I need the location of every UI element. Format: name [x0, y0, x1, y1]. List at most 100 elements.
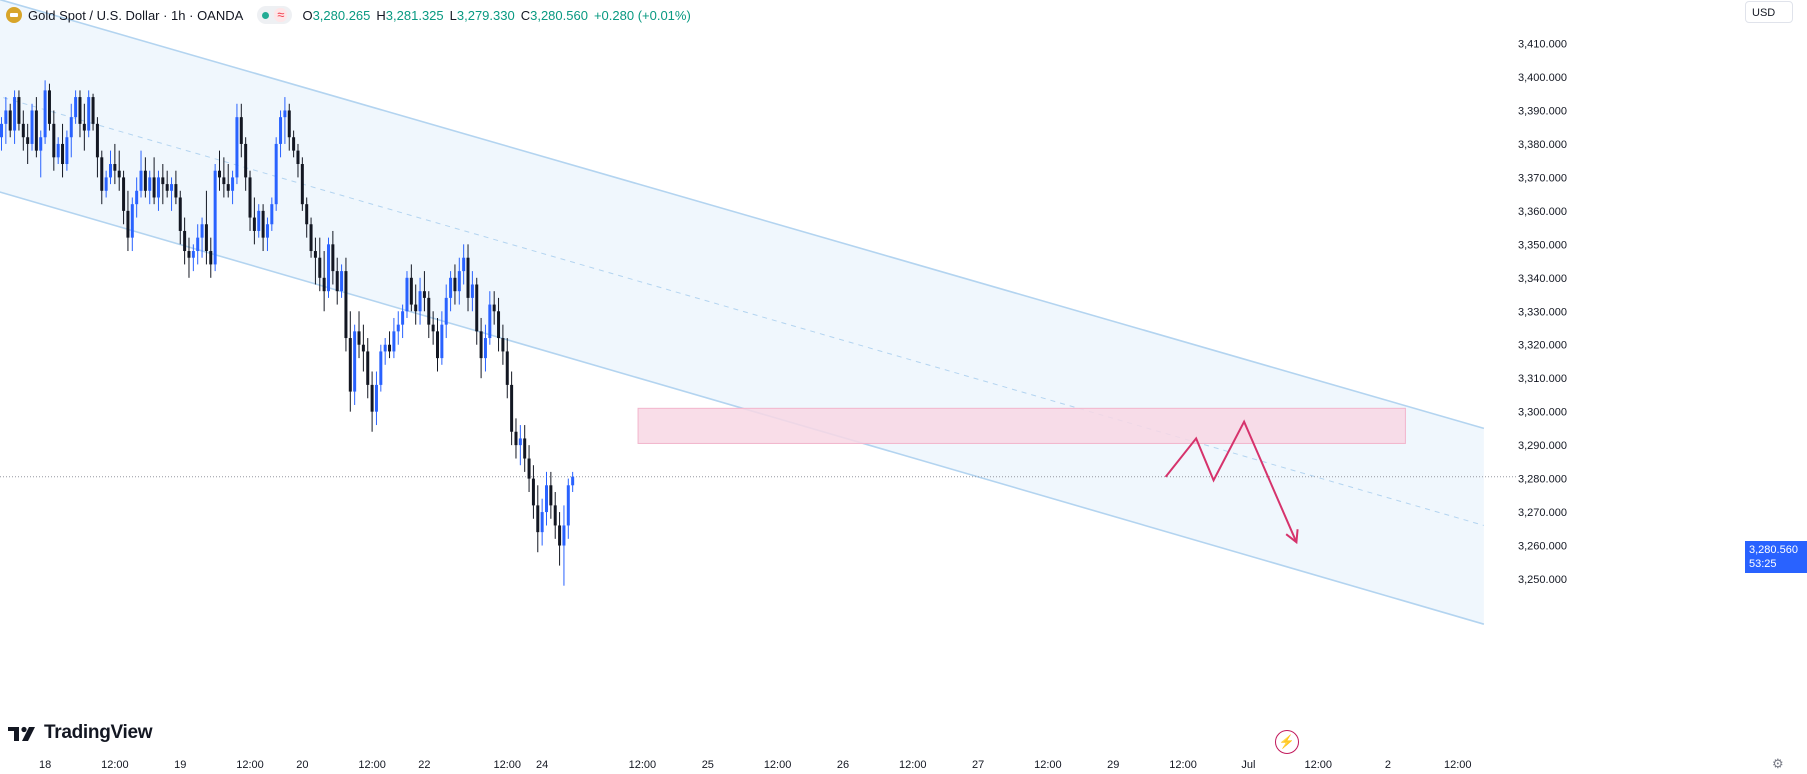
candle-body[interactable] — [344, 271, 348, 339]
candle-body[interactable] — [545, 485, 548, 513]
candle-body[interactable] — [366, 351, 370, 385]
candle-body[interactable] — [183, 230, 187, 252]
candle-body[interactable] — [235, 117, 239, 178]
candle-body[interactable] — [130, 204, 134, 238]
candle-body[interactable] — [274, 143, 278, 205]
candle-body[interactable] — [82, 123, 86, 131]
candle-body[interactable] — [418, 291, 422, 312]
candle-body[interactable] — [74, 97, 78, 118]
resistance-zone[interactable] — [637, 407, 1406, 444]
candle-body[interactable] — [370, 384, 374, 412]
candle-body[interactable] — [17, 97, 21, 124]
candle-body[interactable] — [540, 512, 544, 533]
candle-body[interactable] — [187, 251, 191, 258]
candle-body[interactable] — [148, 177, 152, 191]
candle-body[interactable] — [43, 90, 47, 138]
candle-body[interactable] — [165, 184, 169, 191]
candle-body[interactable] — [518, 438, 522, 446]
candle-body[interactable] — [239, 117, 243, 144]
status-pill[interactable]: ≈ — [257, 6, 293, 24]
channel-mid-line[interactable] — [0, 92, 1485, 526]
candle-body[interactable] — [497, 311, 501, 339]
candle-body[interactable] — [488, 304, 492, 339]
candle-body[interactable] — [431, 324, 435, 332]
candle-body[interactable] — [26, 137, 30, 144]
candle-body[interactable] — [100, 157, 104, 191]
candle-body[interactable] — [322, 277, 326, 292]
candle-body[interactable] — [309, 224, 313, 252]
candle-body[interactable] — [178, 197, 182, 231]
candle-body[interactable] — [501, 338, 505, 352]
candle-body[interactable] — [405, 277, 409, 312]
candle-body[interactable] — [91, 97, 95, 124]
candle-body[interactable] — [470, 284, 474, 298]
candle-body[interactable] — [56, 143, 60, 158]
candle-body[interactable] — [279, 117, 283, 144]
candle-body[interactable] — [39, 137, 43, 151]
candle-body[interactable] — [213, 170, 217, 265]
candle-body[interactable] — [462, 257, 466, 272]
channel-upper-line[interactable] — [0, 0, 1485, 430]
candle-body[interactable] — [265, 224, 269, 238]
lightning-icon[interactable]: ⚡ — [1275, 730, 1299, 754]
tradingview-logo[interactable]: TradingView — [8, 722, 153, 744]
candle-body[interactable] — [21, 123, 25, 138]
candle-body[interactable] — [392, 331, 396, 352]
candle-body[interactable] — [514, 431, 518, 446]
candle-body[interactable] — [218, 170, 221, 178]
candle-body[interactable] — [126, 210, 130, 238]
candle-body[interactable] — [52, 123, 56, 158]
candle-body[interactable] — [152, 177, 156, 198]
currency-selector[interactable]: USD — [1745, 1, 1793, 23]
candle-body[interactable] — [292, 137, 296, 151]
candle-body[interactable] — [95, 123, 99, 158]
candle-body[interactable] — [257, 210, 261, 231]
candle-body[interactable] — [379, 351, 383, 385]
candle-body[interactable] — [135, 190, 139, 205]
candle-body[interactable] — [161, 177, 165, 185]
candle-body[interactable] — [562, 525, 566, 546]
candle-body[interactable] — [122, 177, 126, 211]
candle-body[interactable] — [527, 458, 531, 479]
candles-group[interactable] — [0, 80, 575, 586]
candle-body[interactable] — [231, 177, 235, 191]
channel-lower-line[interactable] — [0, 187, 1485, 625]
candle-body[interactable] — [139, 170, 143, 191]
candle-body[interactable] — [270, 204, 274, 225]
candle-body[interactable] — [388, 344, 392, 352]
candle-body[interactable] — [13, 97, 17, 131]
candle-body[interactable] — [78, 97, 82, 124]
candle-body[interactable] — [449, 277, 453, 298]
candle-body[interactable] — [409, 277, 413, 305]
candle-body[interactable] — [422, 291, 426, 298]
candle-body[interactable] — [479, 331, 483, 359]
candle-body[interactable] — [566, 485, 570, 526]
candle-body[interactable] — [549, 485, 553, 506]
candle-body[interactable] — [510, 384, 514, 432]
candle-body[interactable] — [174, 184, 178, 198]
candle-body[interactable] — [156, 177, 160, 198]
candle-body[interactable] — [69, 117, 73, 138]
candle-body[interactable] — [252, 217, 256, 231]
settings-gear-icon[interactable]: ⚙ — [1772, 756, 1784, 771]
candle-body[interactable] — [444, 297, 448, 325]
candle-body[interactable] — [287, 110, 291, 138]
candle-body[interactable] — [483, 338, 487, 359]
candle-body[interactable] — [296, 150, 300, 165]
candle-body[interactable] — [492, 304, 496, 312]
candle-body[interactable] — [222, 177, 226, 185]
candle-body[interactable] — [475, 284, 479, 332]
candle-body[interactable] — [523, 438, 527, 459]
candle-body[interactable] — [104, 177, 108, 191]
candle-body[interactable] — [4, 110, 8, 124]
candle-body[interactable] — [204, 224, 208, 252]
candle-body[interactable] — [34, 110, 38, 151]
candle-body[interactable] — [318, 257, 322, 278]
candle-body[interactable] — [361, 344, 365, 352]
candle-body[interactable] — [200, 224, 204, 238]
symbol-title[interactable]: Gold Spot / U.S. Dollar · 1h · OANDA — [28, 7, 244, 23]
candle-body[interactable] — [300, 164, 304, 205]
candle-body[interactable] — [427, 297, 431, 325]
candle-body[interactable] — [305, 204, 309, 225]
candle-body[interactable] — [313, 251, 317, 258]
